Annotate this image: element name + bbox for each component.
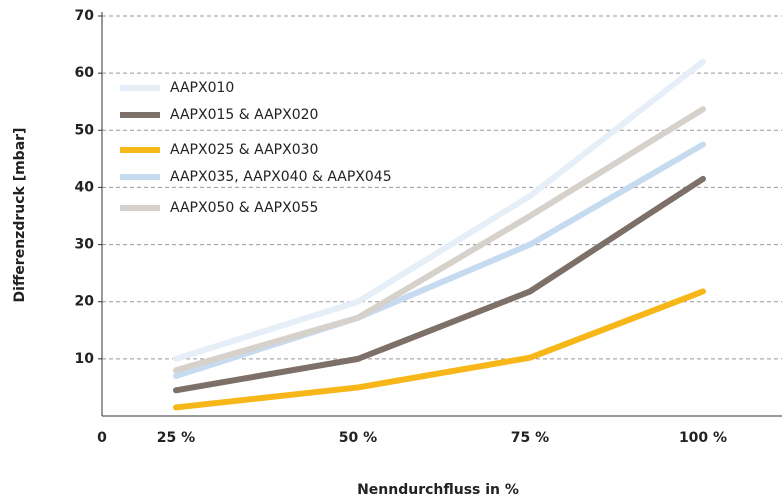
series-line: [173, 58, 706, 362]
y-tick-label: 20: [75, 294, 95, 310]
x-tick-label: 50 %: [339, 430, 377, 446]
y-tick-label: 40: [75, 179, 95, 195]
y-tick-label: 30: [75, 237, 95, 253]
legend-label: AAPX015 & AAPX020: [170, 107, 318, 123]
series-line: [173, 175, 706, 394]
y-tick-label: 10: [75, 351, 95, 367]
x-tick-label: 0: [97, 430, 107, 446]
legend-label: AAPX035, AAPX040 & AAPX045: [170, 169, 392, 185]
y-tick-label: 50: [75, 122, 95, 138]
legend-label: AAPX050 & AAPX055: [170, 200, 318, 216]
legend-label: AAPX025 & AAPX030: [170, 142, 318, 158]
series-line: [173, 106, 706, 374]
x-tick-label: 100 %: [679, 430, 727, 446]
series-line: [173, 288, 706, 411]
x-tick-label: 75 %: [511, 430, 549, 446]
y-tick-label: 70: [75, 8, 95, 24]
x-axis-title: Nenndurchfluss in %: [357, 482, 519, 498]
legend-label: AAPX010: [170, 80, 234, 96]
x-tick-label: 25 %: [157, 430, 195, 446]
y-tick-label: 60: [75, 65, 95, 81]
y-axis-title: Differenzdruck [mbar]: [12, 128, 28, 303]
